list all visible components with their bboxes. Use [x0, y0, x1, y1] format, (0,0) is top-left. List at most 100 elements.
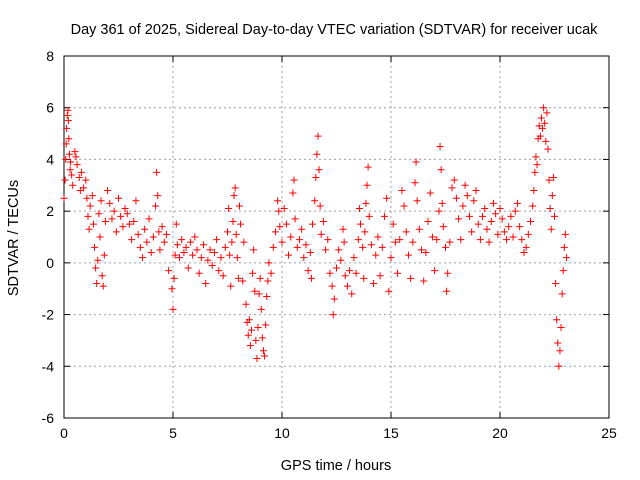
data-point	[374, 233, 382, 241]
data-point	[394, 269, 402, 277]
y-tick-label: -4	[42, 358, 55, 374]
data-point	[304, 267, 312, 275]
data-point	[261, 352, 269, 360]
data-point	[398, 186, 406, 194]
data-point	[516, 223, 524, 231]
data-point	[282, 220, 290, 228]
data-point	[557, 324, 565, 331]
data-point	[330, 295, 338, 303]
data-point	[254, 324, 262, 331]
data-point	[522, 243, 530, 251]
data-point	[180, 249, 188, 257]
data-point	[319, 217, 327, 225]
data-point	[348, 290, 356, 298]
data-point	[67, 158, 75, 166]
data-point	[543, 109, 551, 117]
data-point	[123, 210, 131, 218]
data-point	[343, 282, 351, 290]
data-point	[94, 256, 102, 264]
data-point	[365, 212, 373, 220]
data-point	[442, 243, 449, 251]
data-point	[529, 202, 537, 210]
data-point	[378, 243, 386, 251]
data-point	[474, 220, 482, 228]
data-point	[487, 217, 495, 225]
data-point	[89, 220, 97, 228]
data-point	[252, 336, 260, 344]
data-point	[189, 251, 197, 259]
data-point	[204, 256, 212, 264]
data-point	[541, 119, 549, 127]
data-point	[66, 166, 74, 174]
data-point	[258, 334, 266, 342]
data-point	[71, 148, 79, 156]
x-tick-label: 20	[492, 425, 508, 441]
data-point	[298, 225, 306, 233]
data-point	[242, 300, 250, 308]
data-point	[173, 241, 181, 249]
data-point	[500, 228, 508, 236]
data-point	[256, 274, 264, 282]
data-point	[549, 174, 557, 182]
data-point	[435, 207, 443, 215]
data-point	[380, 212, 388, 220]
data-point	[91, 243, 99, 251]
data-point	[108, 215, 116, 223]
data-point	[559, 267, 567, 275]
data-point	[95, 210, 103, 218]
plot-frame	[63, 55, 610, 419]
data-point	[518, 236, 526, 244]
data-point	[311, 197, 319, 205]
data-point	[376, 272, 384, 280]
data-point	[259, 347, 267, 355]
data-point	[527, 217, 535, 225]
data-point	[513, 199, 521, 207]
data-point	[448, 184, 456, 192]
data-point	[60, 194, 68, 202]
data-point	[269, 243, 277, 251]
data-point	[219, 272, 227, 280]
x-axis-label: GPS time / hours	[281, 458, 391, 474]
data-point	[551, 212, 558, 220]
data-point	[562, 254, 570, 262]
data-point	[553, 316, 561, 324]
data-point	[208, 261, 216, 269]
data-point	[307, 274, 315, 282]
data-point	[206, 246, 214, 254]
data-point	[476, 236, 484, 244]
data-point	[489, 199, 497, 207]
data-point	[438, 199, 446, 207]
data-point	[193, 246, 201, 254]
data-point	[317, 230, 325, 238]
data-point	[455, 215, 463, 223]
data-point	[149, 233, 157, 241]
data-point	[115, 194, 122, 202]
data-point	[64, 117, 72, 125]
axis-ticks: 0 5 10 15 20 25 -6 -4 -2 0 2 4 6 8	[42, 48, 617, 441]
data-point	[361, 228, 369, 236]
data-point	[531, 168, 539, 176]
data-point	[339, 225, 347, 233]
y-tick-label: 6	[46, 100, 54, 116]
data-point	[524, 230, 532, 238]
data-point	[337, 256, 345, 264]
data-point	[511, 207, 519, 215]
data-point	[341, 272, 349, 280]
data-point	[215, 267, 223, 275]
data-point	[340, 238, 348, 246]
data-point	[98, 272, 106, 280]
data-point	[329, 311, 337, 319]
data-point	[439, 223, 447, 231]
data-point	[143, 238, 151, 246]
data-point	[350, 254, 358, 262]
data-point	[547, 225, 555, 233]
data-point	[63, 124, 71, 132]
data-point	[73, 161, 81, 169]
data-point	[291, 215, 299, 223]
data-point	[479, 212, 487, 220]
data-point	[247, 326, 255, 334]
data-point	[289, 189, 297, 197]
data-point	[424, 217, 432, 225]
data-point	[428, 233, 436, 241]
data-point	[542, 137, 550, 145]
